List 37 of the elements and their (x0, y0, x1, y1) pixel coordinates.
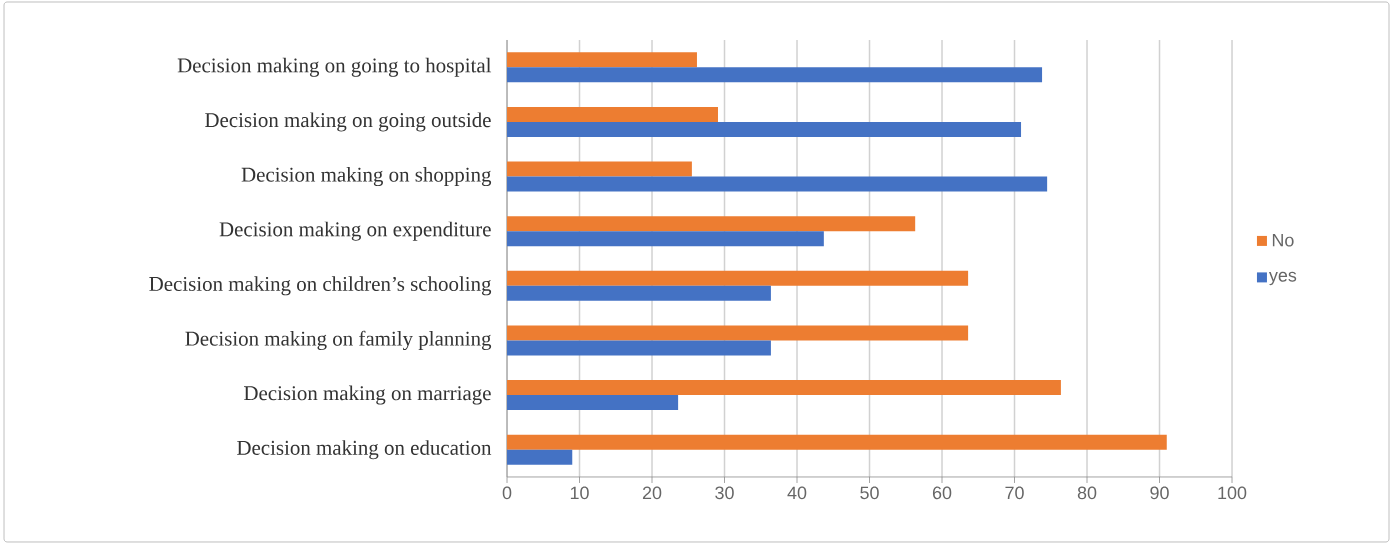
bar (507, 325, 969, 341)
x-tick-label: 10 (570, 486, 589, 500)
bar (507, 434, 1167, 450)
bar (507, 231, 824, 247)
legend-label: No (1272, 234, 1294, 247)
x-tick-label: 30 (715, 486, 734, 500)
y-tick-label: Decision making on going to hospital (177, 57, 492, 77)
y-tick-label: Decision making on expenditure (219, 221, 491, 241)
bar (507, 67, 1043, 83)
legend-label: yes (1268, 271, 1297, 286)
bar (507, 121, 1022, 137)
x-tick-label: 80 (1077, 486, 1097, 500)
bar (507, 395, 679, 411)
x-tick-label: 90 (1150, 486, 1169, 500)
y-tick-label: Decision making on shopping (241, 167, 492, 187)
bar (507, 176, 1048, 192)
y-tick-label: Decision making on education (237, 440, 492, 460)
x-tick-label: 70 (1005, 486, 1024, 500)
bar (507, 285, 771, 301)
bar (507, 161, 692, 177)
x-tick-label: 60 (932, 486, 952, 500)
bar (507, 380, 1061, 396)
bar (507, 340, 771, 356)
x-tick-label: 100 (1218, 486, 1247, 500)
bar (507, 270, 969, 286)
y-tick-label: Decision making on children’s schooling (149, 276, 492, 296)
bar (507, 216, 916, 232)
y-tick-label: Decision making on going outside (205, 112, 491, 132)
x-tick-label: 20 (642, 486, 662, 500)
x-tick-label: 0 (502, 486, 512, 500)
bar (507, 106, 718, 122)
y-tick-label: Decision making on marriage (244, 385, 491, 405)
x-tick-label: 50 (860, 486, 879, 500)
x-tick-label: 40 (787, 486, 807, 500)
y-tick-label: Decision making on family planning (185, 330, 492, 351)
bar (507, 52, 697, 68)
bar (507, 449, 573, 465)
